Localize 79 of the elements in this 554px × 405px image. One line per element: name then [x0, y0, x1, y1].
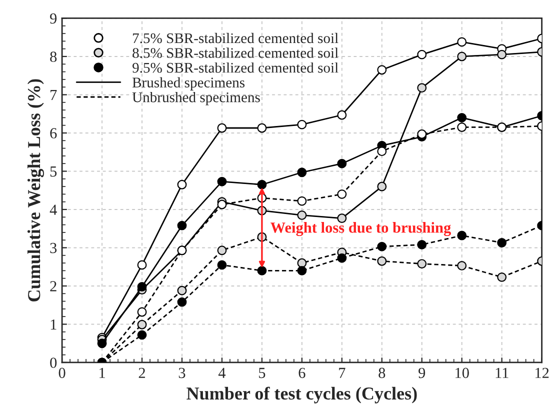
point	[457, 112, 467, 122]
point	[217, 176, 227, 186]
point	[257, 266, 267, 276]
point	[137, 320, 147, 330]
point	[297, 266, 307, 276]
x-tick-label: 8	[378, 368, 386, 378]
x-tick-label: 5	[259, 368, 266, 378]
point	[177, 180, 187, 190]
point	[217, 260, 227, 270]
y-tick-label: 6	[50, 128, 57, 138]
point	[497, 238, 507, 248]
y-tick-label: 5	[50, 166, 57, 177]
legend-label: 9.5% SBR-stabilized cemented soil	[132, 62, 338, 73]
point	[457, 37, 467, 47]
y-tick-label: 4	[50, 204, 57, 215]
point	[257, 123, 267, 133]
x-tick-label: 0	[58, 368, 66, 378]
point	[417, 129, 427, 139]
point	[97, 338, 107, 348]
annotation: Brushed specimens	[132, 77, 245, 90]
legend-label: 8.5% SBR-stabilized cemented soil	[132, 48, 338, 58]
y-tick-label: 7	[50, 90, 57, 100]
point	[297, 196, 307, 206]
x-tick-label: 9	[418, 368, 426, 378]
point	[417, 83, 427, 93]
point	[297, 258, 307, 268]
point	[457, 122, 467, 132]
y-tick-label: 8	[50, 52, 57, 62]
y-tick-label: 0	[50, 358, 57, 368]
x-tick-label: 3	[178, 368, 186, 378]
y-tick-label: 1	[50, 319, 56, 330]
point	[177, 297, 187, 307]
point	[457, 52, 467, 62]
point	[337, 253, 347, 263]
x-tick-label: 6	[298, 368, 306, 378]
point	[137, 260, 147, 270]
x-tick-label: 2	[138, 368, 145, 378]
annotation: Unbrushed specimens	[132, 92, 260, 106]
y-tick-label: 9	[50, 13, 57, 24]
point	[297, 210, 307, 220]
point	[217, 123, 227, 133]
annotation: Weight loss due to brushing	[270, 222, 451, 236]
point	[337, 214, 347, 223]
point	[377, 182, 387, 192]
x-tick-label: 7	[339, 368, 346, 378]
point	[177, 286, 187, 296]
legend-label: 7.5% SBR-stabilized cemented soil	[133, 32, 338, 44]
point	[417, 50, 427, 60]
point	[417, 259, 427, 269]
point	[497, 50, 507, 60]
point	[337, 158, 347, 168]
x-tick-label: 4	[218, 368, 226, 378]
point	[297, 168, 307, 178]
x-tick-label: 10	[456, 368, 469, 378]
point	[337, 110, 347, 120]
point	[137, 307, 147, 317]
point	[457, 260, 467, 270]
point	[217, 200, 227, 210]
y-tick-label: 3	[50, 242, 57, 254]
point	[137, 330, 147, 340]
x-tick-label: 12	[536, 368, 549, 378]
point	[177, 220, 187, 230]
point	[337, 189, 347, 199]
point	[457, 230, 467, 240]
point	[417, 240, 427, 250]
point	[137, 282, 147, 292]
point	[217, 246, 227, 256]
point	[377, 242, 387, 252]
point	[377, 256, 387, 266]
point	[257, 180, 267, 190]
y-tick-label: 2	[50, 281, 56, 292]
x-axis-title: Number of test cycles (Cycles)	[186, 386, 417, 404]
point	[377, 146, 387, 156]
x-tick-label: 1	[100, 368, 105, 378]
point	[297, 120, 307, 130]
x-tick-label: 11	[496, 368, 508, 378]
y-axis-title: Cumulative Weight Loss (%)	[27, 79, 44, 302]
point	[497, 272, 507, 282]
point	[377, 65, 387, 75]
